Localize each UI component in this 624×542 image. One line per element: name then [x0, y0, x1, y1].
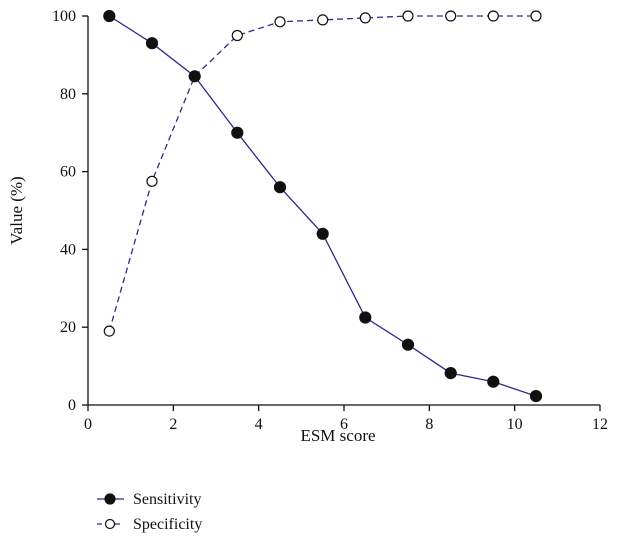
data-point-specificity [146, 175, 158, 187]
data-point-sensitivity [273, 181, 287, 194]
series-line-sensitivity [108, 15, 537, 397]
data-point-specificity [445, 10, 457, 22]
y-tick-label: 20 [60, 319, 76, 336]
legend-marker-specificity [104, 518, 116, 530]
data-point-specificity [274, 16, 286, 28]
data-point-sensitivity [401, 338, 415, 351]
legend-label-specificity: Specificity [133, 516, 202, 533]
data-point-sensitivity [444, 367, 457, 380]
x-tick-label: 10 [507, 416, 523, 433]
legend-label-sensitivity: Sensitivity [133, 491, 201, 508]
data-point-sensitivity [487, 375, 500, 388]
y-axis-title: Value (%) [7, 176, 26, 244]
data-point-specificity [103, 325, 115, 337]
data-point-sensitivity [359, 311, 372, 324]
data-point-specificity [317, 14, 329, 26]
x-tick-label: 8 [425, 416, 433, 433]
x-tick-label: 0 [84, 416, 92, 433]
data-point-specificity [231, 29, 243, 42]
data-point-sensitivity [103, 9, 116, 23]
legend: Sensitivity Specificity [97, 491, 202, 533]
data-point-sensitivity [316, 227, 329, 240]
x-tick-label: 6 [340, 416, 348, 433]
data-point-sensitivity [188, 70, 201, 83]
data-point-sensitivity [529, 390, 543, 403]
y-tick-label: 60 [60, 164, 76, 181]
data-point-specificity [487, 10, 499, 22]
series-layer [103, 9, 543, 403]
x-tick-label: 4 [255, 416, 263, 433]
data-point-specificity [402, 10, 414, 22]
axes: 0 20 40 60 80 100 0 2 4 6 8 10 12 [52, 8, 608, 433]
x-axis-title: ESM score [300, 426, 375, 445]
y-tick-label: 80 [60, 86, 76, 103]
data-point-specificity [359, 12, 371, 24]
y-tick-label: 0 [68, 397, 76, 414]
series-line-specificity [108, 15, 536, 332]
data-point-sensitivity [231, 126, 244, 139]
data-point-sensitivity [145, 37, 159, 50]
y-tick-label: 100 [52, 8, 76, 25]
y-tick-label: 40 [60, 241, 76, 258]
legend-marker-sensitivity [104, 493, 116, 505]
x-tick-label: 12 [592, 416, 608, 433]
data-point-specificity [530, 10, 542, 22]
x-tick-label: 2 [169, 416, 177, 433]
